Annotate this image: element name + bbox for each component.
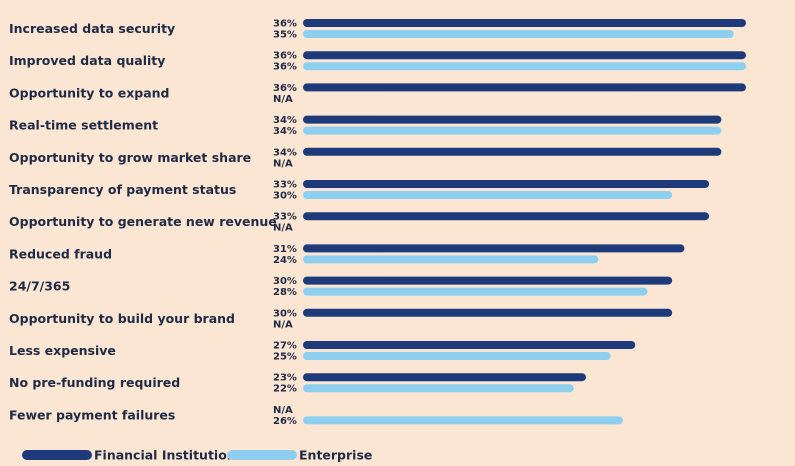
bar-financial-institution	[303, 244, 685, 253]
value-label-enterprise: 22%	[273, 384, 297, 395]
category-label: Less expensive	[9, 343, 116, 358]
value-label-financial-institution: 34%	[273, 147, 297, 158]
bar-financial-institution	[303, 83, 746, 92]
bar-financial-institution	[303, 19, 746, 27]
value-label-enterprise: N/A	[273, 223, 293, 234]
value-label-financial-institution: 36%	[273, 51, 297, 62]
bar-financial-institution	[303, 51, 746, 60]
legend-label-financial-institution: Financial Institution	[94, 448, 236, 463]
bar-financial-institution	[303, 308, 673, 317]
value-label-financial-institution: 33%	[273, 212, 297, 223]
category-label: No pre-funding required	[9, 375, 180, 390]
category-label: Opportunity to grow market share	[9, 150, 251, 165]
value-label-enterprise: 25%	[273, 352, 297, 363]
bar-enterprise	[303, 191, 673, 199]
bar-enterprise	[303, 384, 574, 393]
bar-enterprise	[303, 126, 722, 135]
category-label: Improved data quality	[9, 53, 165, 68]
value-label-financial-institution: 36%	[273, 19, 297, 30]
value-label-enterprise: 35%	[273, 30, 297, 41]
bar-financial-institution	[303, 341, 636, 349]
value-label-financial-institution: 34%	[273, 115, 297, 126]
category-label: Fewer payment failures	[9, 407, 175, 422]
category-label: Real-time settlement	[9, 118, 158, 133]
value-label-financial-institution: 27%	[273, 341, 297, 352]
bar-financial-institution	[303, 115, 722, 124]
value-label-financial-institution: N/A	[273, 405, 293, 416]
value-label-enterprise: 28%	[273, 287, 297, 298]
bar-enterprise	[303, 62, 746, 71]
value-label-financial-institution: 36%	[273, 83, 297, 94]
value-label-enterprise: N/A	[273, 158, 293, 169]
value-label-financial-institution: 33%	[273, 180, 297, 191]
bar-enterprise	[303, 352, 611, 360]
legend-swatch-enterprise	[227, 450, 297, 460]
value-label-enterprise: 30%	[273, 191, 297, 202]
value-label-enterprise: 36%	[273, 62, 297, 73]
category-label: Opportunity to expand	[9, 85, 170, 100]
category-label: Increased data security	[9, 21, 175, 36]
legend-swatch-financial-institution	[22, 450, 92, 460]
value-label-financial-institution: 30%	[273, 276, 297, 287]
bar-financial-institution	[303, 212, 710, 221]
value-label-enterprise: 24%	[273, 255, 297, 266]
bar-enterprise	[303, 416, 623, 425]
value-label-financial-institution: 31%	[273, 244, 297, 255]
value-label-enterprise: N/A	[273, 94, 293, 105]
category-label: 24/7/365	[9, 279, 70, 294]
value-label-financial-institution: 30%	[273, 308, 297, 319]
value-label-enterprise: 34%	[273, 126, 297, 137]
bar-financial-institution	[303, 373, 587, 382]
bar-financial-institution	[303, 276, 673, 285]
value-label-enterprise: N/A	[273, 319, 293, 330]
category-label: Reduced fraud	[9, 246, 112, 261]
value-label-enterprise: 26%	[273, 416, 297, 427]
category-label: Opportunity to generate new revenue	[9, 214, 277, 229]
bar-enterprise	[303, 287, 648, 296]
bar-enterprise	[303, 30, 734, 38]
value-label-financial-institution: 23%	[273, 373, 297, 384]
bar-enterprise	[303, 255, 599, 264]
category-label: Transparency of payment status	[9, 182, 236, 197]
category-label: Opportunity to build your brand	[9, 311, 235, 326]
bar-financial-institution	[303, 147, 722, 156]
legend-label-enterprise: Enterprise	[299, 448, 372, 463]
bar-financial-institution	[303, 180, 710, 188]
